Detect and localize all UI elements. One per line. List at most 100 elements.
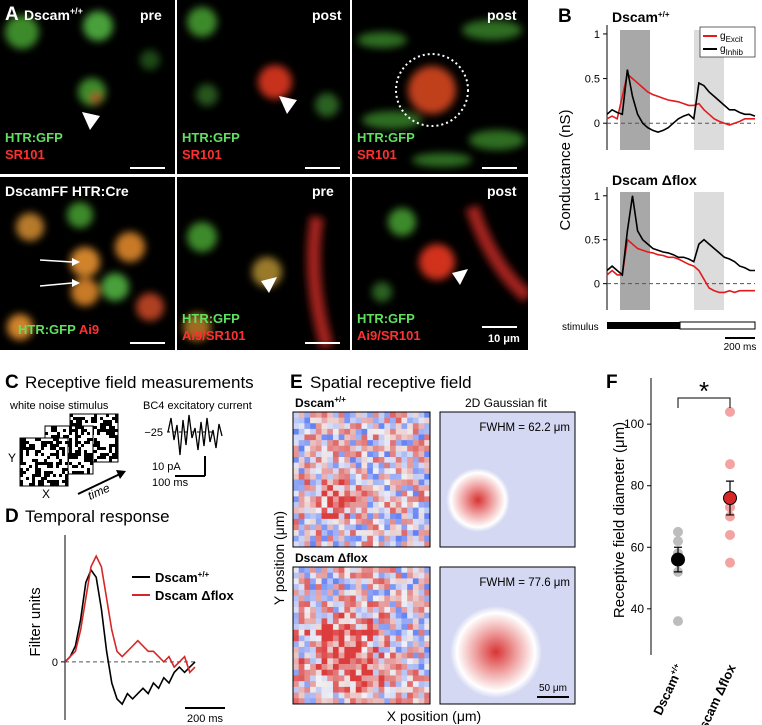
heat-pixel xyxy=(310,669,317,676)
x-tick-label: Dscam Δflox xyxy=(692,661,739,725)
heat-pixel xyxy=(361,652,368,659)
noise-pixel xyxy=(56,480,59,483)
heat-pixel xyxy=(401,490,408,497)
heat-pixel xyxy=(418,618,425,625)
heat-pixel xyxy=(378,530,385,537)
heat-pixel xyxy=(304,541,311,548)
noise-pixel xyxy=(115,417,118,420)
heat-pixel xyxy=(372,681,379,688)
heat-pixel xyxy=(378,635,385,642)
heat-pixel xyxy=(338,479,345,486)
heat-pixel xyxy=(321,578,328,585)
noise-pixel xyxy=(44,441,47,444)
heat-pixel xyxy=(293,584,300,591)
heat-pixel xyxy=(355,601,362,608)
heat-pixel xyxy=(418,440,425,447)
micrograph xyxy=(0,0,175,174)
noise-pixel xyxy=(66,435,69,438)
legend-entry-part: Excit xyxy=(726,35,744,44)
cells xyxy=(5,11,160,106)
heat-pixel xyxy=(401,698,408,705)
heat-pixel xyxy=(355,412,362,418)
heat-pixel xyxy=(367,423,374,430)
noise-pixel xyxy=(50,465,53,468)
heat-pixel xyxy=(401,572,408,579)
heat-pixel xyxy=(395,440,402,447)
heat-pixel xyxy=(304,445,311,452)
heat-pixel xyxy=(361,535,368,542)
heat-pixel xyxy=(401,584,408,591)
cells xyxy=(372,204,528,303)
heat-pixel xyxy=(293,664,300,671)
noise-pixel xyxy=(23,447,26,450)
noise-pixel xyxy=(32,459,35,462)
heat-pixel xyxy=(355,595,362,602)
heat-pixel xyxy=(407,485,414,492)
noise-pixel xyxy=(69,429,72,432)
heat-pixel xyxy=(298,629,305,636)
heat-pixel xyxy=(395,658,402,665)
noise-pixel xyxy=(78,471,81,474)
heat-pixel xyxy=(321,664,328,671)
cell xyxy=(408,66,456,114)
heat-pixel xyxy=(321,445,328,452)
heat-pixel xyxy=(338,618,345,625)
heat-pixel xyxy=(412,434,419,441)
panel-letter: E xyxy=(290,372,303,393)
y-tick-label: 100 xyxy=(624,417,644,431)
heat-pixel xyxy=(390,451,397,458)
heat-pixel xyxy=(418,606,425,613)
heat-pixel xyxy=(321,652,328,659)
noise-pixel xyxy=(87,459,90,462)
heat-pixel xyxy=(293,578,300,585)
noise-pixel xyxy=(76,420,79,423)
noise-pixel xyxy=(100,447,103,450)
heat-pixel xyxy=(390,473,397,480)
heat-pixel xyxy=(355,606,362,613)
heat-pixel xyxy=(344,440,351,447)
condition-label: post xyxy=(487,183,517,199)
heat-pixel xyxy=(327,675,334,682)
current-trace xyxy=(167,414,223,456)
heat-pixel xyxy=(418,434,425,441)
heat-pixel xyxy=(395,535,402,542)
heat-pixel xyxy=(384,457,391,463)
noise-pixel xyxy=(81,426,84,429)
heat-pixel xyxy=(424,502,431,508)
heat-pixel xyxy=(361,692,368,699)
heat-pixel xyxy=(344,513,351,520)
heat-pixel xyxy=(310,589,317,596)
heat-pixel xyxy=(332,479,339,486)
noise-pixel xyxy=(84,459,87,462)
heat-pixel xyxy=(367,635,374,642)
heat-pixel xyxy=(395,428,402,435)
noise-pixel xyxy=(63,435,66,438)
mean-point xyxy=(723,491,737,506)
heat-pixel xyxy=(412,513,419,520)
heat-pixel xyxy=(390,646,397,653)
micrograph xyxy=(0,177,175,350)
heat-pixel xyxy=(298,445,305,452)
noise-pixel xyxy=(53,474,56,477)
heat-pixel xyxy=(384,434,391,441)
heat-pixel xyxy=(390,457,397,463)
heat-pixel xyxy=(372,535,379,542)
heat-pixel xyxy=(332,440,339,447)
heat-pixel xyxy=(412,507,419,514)
heat-pixel xyxy=(304,567,311,574)
cell xyxy=(78,78,106,106)
heat-pixel xyxy=(304,524,311,531)
heat-pixel xyxy=(304,612,311,619)
heat-pixel xyxy=(424,595,431,602)
heat-pixel xyxy=(350,428,357,435)
heat-pixel xyxy=(298,658,305,665)
heat-pixel xyxy=(332,428,339,435)
noise-pixel xyxy=(75,450,78,453)
heat-pixel xyxy=(327,502,334,508)
heat-pixel xyxy=(315,457,322,463)
noise-pixel xyxy=(44,444,47,447)
heat-pixel xyxy=(407,618,414,625)
heat-pixel xyxy=(424,412,431,418)
heat-pixel xyxy=(390,692,397,699)
heat-pixel xyxy=(338,584,345,591)
